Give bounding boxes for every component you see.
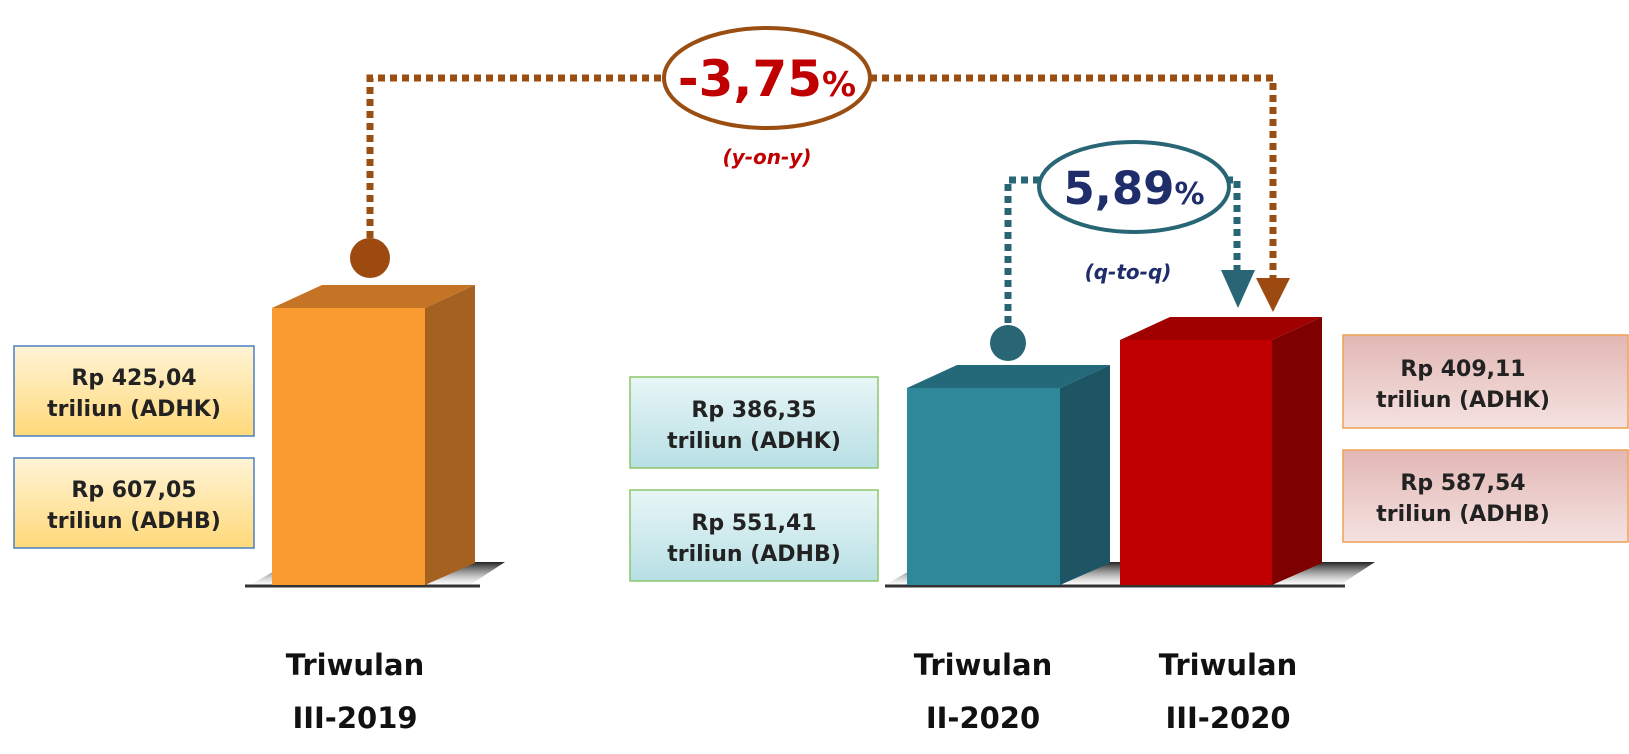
svg-text:triliun (ADHB): triliun (ADHB) — [667, 542, 841, 567]
bar — [1120, 317, 1322, 585]
value-box: Rp 587,54 triliun (ADHB) — [1342, 449, 1629, 543]
connector-arrow — [1221, 270, 1255, 308]
value-box: Rp 425,04 triliun (ADHK) — [13, 345, 255, 437]
svg-text:Rp 425,04: Rp 425,04 — [71, 366, 196, 391]
change-label: (q-to-q) — [1085, 260, 1172, 284]
period-label: Triwulan — [286, 648, 424, 682]
period-label: Triwulan — [914, 648, 1052, 682]
connector-arrow — [1256, 278, 1290, 312]
svg-text:triliun (ADHB): triliun (ADHB) — [1376, 502, 1550, 527]
change-label: (y-on-y) — [723, 145, 812, 169]
svg-text:Rp 386,35: Rp 386,35 — [691, 398, 816, 423]
svg-text:Rp 607,05: Rp 607,05 — [71, 478, 196, 503]
connector-dot — [990, 325, 1026, 361]
change-ellipse — [1037, 140, 1231, 234]
bar — [907, 365, 1110, 585]
value-box: Rp 551,41 triliun (ADHB) — [629, 489, 879, 582]
period-label: III-2020 — [1165, 701, 1290, 735]
period-label: II-2020 — [926, 701, 1040, 735]
connector — [366, 74, 1277, 282]
svg-text:triliun (ADHK): triliun (ADHK) — [47, 397, 221, 422]
connector-dot — [350, 238, 390, 278]
period-label: Triwulan — [1159, 648, 1297, 682]
value-box: Rp 409,11 triliun (ADHK) — [1342, 334, 1629, 429]
bar — [272, 285, 475, 585]
svg-text:Rp 409,11: Rp 409,11 — [1400, 357, 1525, 382]
svg-text:triliun (ADHB): triliun (ADHB) — [47, 509, 221, 534]
change-value: -3,75% — [678, 50, 856, 108]
value-box: Rp 607,05 triliun (ADHB) — [13, 457, 255, 549]
svg-text:triliun (ADHK): triliun (ADHK) — [1376, 388, 1550, 413]
svg-text:triliun (ADHK): triliun (ADHK) — [667, 429, 841, 454]
change-value: 5,89% — [1063, 162, 1204, 215]
svg-text:Rp 551,41: Rp 551,41 — [691, 511, 816, 536]
period-label: III-2019 — [292, 701, 417, 735]
value-box: Rp 386,35 triliun (ADHK) — [629, 376, 879, 469]
svg-text:Rp 587,54: Rp 587,54 — [1400, 471, 1525, 496]
change-ellipse — [662, 26, 872, 130]
